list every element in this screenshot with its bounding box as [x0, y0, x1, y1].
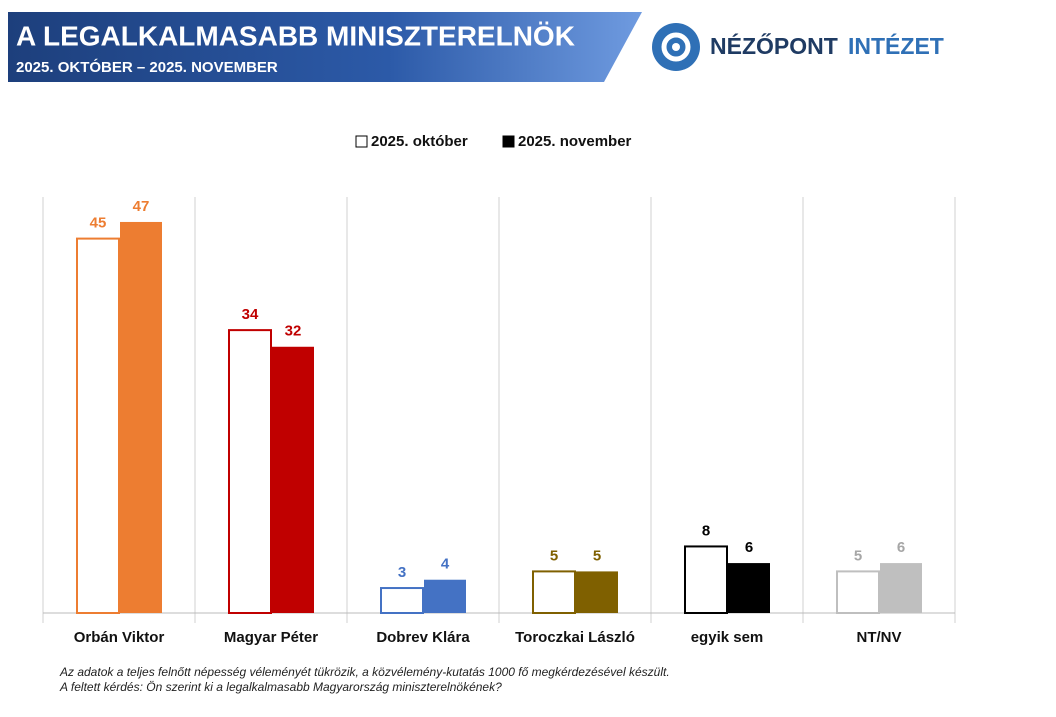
bar — [576, 571, 618, 613]
bar — [684, 545, 728, 614]
bar — [424, 579, 466, 613]
title: A LEGALKALMASABB MINISZTERELNÖK — [16, 20, 575, 51]
bar — [272, 346, 314, 613]
legend-swatch — [355, 135, 368, 148]
value-label: 32 — [285, 323, 302, 340]
logo-icon — [652, 23, 700, 71]
legend-label: 2025. október — [371, 133, 468, 150]
logo-suffix: INTÉZET — [848, 32, 944, 59]
bar — [76, 237, 120, 614]
bar — [836, 570, 880, 615]
bar — [120, 221, 162, 613]
x-tick-label: egyik sem — [691, 629, 764, 646]
value-label: 5 — [550, 547, 558, 564]
legend-swatch — [502, 135, 515, 148]
value-label: 6 — [745, 539, 753, 556]
footnote: A feltett kérdés: Ön szerint ki a legalk… — [59, 680, 502, 694]
x-tick-label: NT/NV — [857, 629, 902, 646]
value-label: 6 — [897, 539, 905, 556]
bar — [228, 329, 272, 614]
legend-label: 2025. november — [518, 133, 632, 150]
value-label: 47 — [133, 198, 150, 215]
value-label: 3 — [398, 564, 406, 581]
footnote: Az adatok a teljes felnőtt népesség véle… — [59, 665, 670, 679]
bar — [728, 563, 770, 613]
value-label: 4 — [441, 556, 450, 573]
bar — [532, 570, 576, 615]
x-tick-label: Magyar Péter — [224, 629, 318, 646]
x-tick-label: Dobrev Klára — [376, 629, 470, 646]
subtitle: 2025. OKTÓBER – 2025. NOVEMBER — [16, 58, 278, 76]
bar — [880, 563, 922, 613]
x-tick-label: Toroczkai László — [515, 629, 635, 646]
value-label: 45 — [90, 215, 107, 232]
bar — [380, 587, 424, 614]
logo-name: NÉZŐPONT — [710, 32, 838, 59]
value-label: 8 — [702, 522, 710, 539]
value-label: 34 — [242, 306, 259, 323]
value-label: 5 — [593, 547, 601, 564]
x-tick-label: Orbán Viktor — [74, 629, 165, 646]
value-label: 5 — [854, 547, 862, 564]
header-banner — [8, 12, 642, 82]
